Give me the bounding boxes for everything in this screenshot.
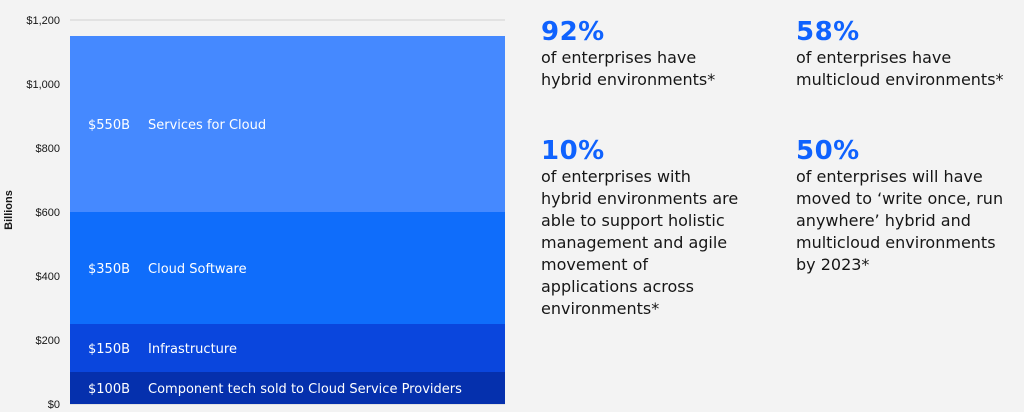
stat-write-once-run-anywhere: 50% of enterprises will have moved to ‘w… bbox=[796, 136, 1003, 276]
segment-name-label: Services for Cloud bbox=[148, 118, 266, 133]
segment-name-label: Infrastructure bbox=[148, 342, 237, 357]
stat-description: of enterprises will have moved to ‘write… bbox=[796, 167, 1004, 274]
y-tick-label: $400 bbox=[36, 271, 60, 283]
y-axis-label: Billions bbox=[3, 190, 15, 230]
segment-value-label: $150B bbox=[88, 342, 130, 357]
stat-value: 50% bbox=[796, 136, 860, 166]
bar-segment bbox=[70, 36, 505, 212]
y-tick-label: $200 bbox=[36, 335, 60, 347]
y-tick-label: $1,000 bbox=[26, 79, 60, 91]
stat-hybrid-environments: 92% of enterprises have hybrid environme… bbox=[541, 17, 715, 91]
stat-value: 58% bbox=[796, 17, 860, 47]
segment-value-label: $550B bbox=[88, 118, 130, 133]
bar-segment bbox=[70, 372, 505, 404]
stat-holistic-management: 10% of enterprises with hybrid environme… bbox=[541, 136, 738, 320]
y-tick-label: $0 bbox=[48, 399, 60, 411]
y-tick-label: $600 bbox=[36, 207, 60, 219]
bar-segment bbox=[70, 212, 505, 324]
stat-description: of enterprises have multicloud environme… bbox=[796, 48, 1004, 89]
stat-description: of enterprises have hybrid environments* bbox=[541, 48, 716, 89]
segment-name-label: Component tech sold to Cloud Service Pro… bbox=[148, 382, 462, 397]
stacked-bar-chart: $0 $200 $400 $600 $800 $1,000 $1,200 $100B Comp… bbox=[3, 15, 505, 411]
stat-value: 92% bbox=[541, 17, 605, 47]
y-axis-ticks: $0 $200 $400 $600 $800 $1,000 $1,200 bbox=[26, 15, 60, 411]
bar-segment bbox=[70, 324, 505, 372]
segment-value-label: $350B bbox=[88, 262, 130, 277]
segment-labels: $100B Component tech sold to Cloud Servic… bbox=[88, 118, 462, 397]
stat-description: of enterprises with hybrid environments … bbox=[541, 167, 739, 318]
stat-multicloud-environments: 58% of enterprises have multicloud envir… bbox=[796, 17, 1004, 91]
y-tick-label: $1,200 bbox=[26, 15, 60, 27]
segment-value-label: $100B bbox=[88, 382, 130, 397]
y-tick-label: $800 bbox=[36, 143, 60, 155]
segment-name-label: Cloud Software bbox=[148, 262, 247, 277]
stacked-bar bbox=[70, 36, 505, 404]
stat-value: 10% bbox=[541, 136, 605, 166]
